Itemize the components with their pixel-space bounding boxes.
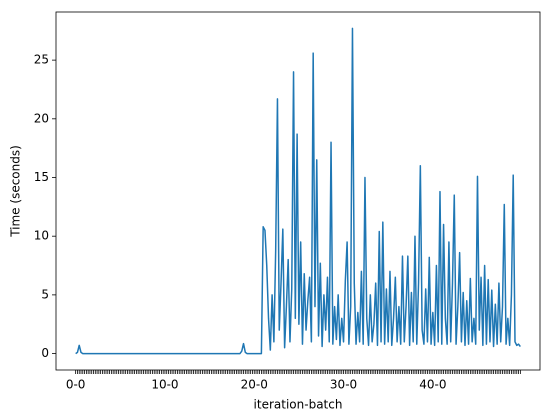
x-axis-label: iteration-batch <box>254 398 343 412</box>
data-line <box>75 27 521 355</box>
y-tick-label: 25 <box>34 53 49 67</box>
plot-frame <box>55 11 541 371</box>
x-tick-label: 0-0 <box>66 378 86 392</box>
y-tick-label: 20 <box>34 111 49 125</box>
y-tick-label: 10 <box>34 229 49 243</box>
x-tick-label: 40-0 <box>419 378 446 392</box>
y-tick-label: 0 <box>41 346 49 360</box>
y-tick-label: 5 <box>41 287 49 301</box>
x-tick-label: 30-0 <box>330 378 357 392</box>
y-axis-label: Time (seconds) <box>9 145 23 238</box>
x-tick-label: 20-0 <box>241 378 268 392</box>
y-tick-label: 15 <box>34 170 49 184</box>
x-tick-label: 10-0 <box>151 378 178 392</box>
